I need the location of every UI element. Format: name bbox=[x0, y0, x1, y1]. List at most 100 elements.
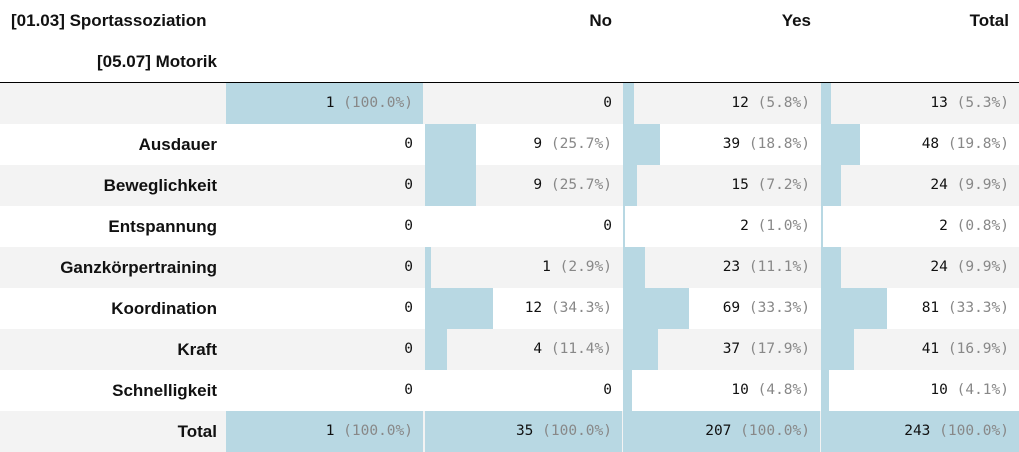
cell-bar bbox=[821, 206, 823, 247]
cell-value: 1 (100.0%) bbox=[326, 83, 413, 124]
table-cell: 4 (11.4%) bbox=[425, 329, 622, 370]
cell-value: 0 bbox=[404, 165, 413, 206]
cell-count: 24 bbox=[930, 177, 948, 193]
table-cell: 9 (25.7%) bbox=[425, 165, 622, 206]
column-header-total: Total bbox=[969, 11, 1009, 30]
table-row: 1 (100.0%) 0 12 (5.8%) 13 (5.3%) bbox=[0, 83, 1019, 124]
cell-bar bbox=[623, 329, 658, 370]
cell-bar bbox=[821, 83, 831, 124]
cell-value: 0 bbox=[404, 329, 413, 370]
table-cell: 12 (5.8%) bbox=[623, 83, 820, 124]
cell-count: 9 bbox=[533, 177, 543, 193]
row-label: Ganzkörpertraining bbox=[60, 258, 217, 277]
table-cell: 10 (4.8%) bbox=[623, 370, 820, 411]
table-cell: 2 (1.0%) bbox=[623, 206, 820, 247]
cell-bar bbox=[226, 83, 423, 124]
row-label: Kraft bbox=[177, 340, 217, 359]
cell-count: 12 bbox=[731, 95, 749, 111]
table-cell: 39 (18.8%) bbox=[623, 124, 820, 165]
table-cell: 2 (0.8%) bbox=[821, 206, 1019, 247]
col-variable-title: [05.07] Motorik bbox=[97, 52, 217, 71]
cell-count: 1 bbox=[325, 95, 335, 111]
table-cell: 0 bbox=[425, 206, 622, 247]
row-label: Schnelligkeit bbox=[112, 381, 217, 400]
table-cell: 0 bbox=[226, 165, 423, 206]
table-row: Kraft 0 4 (11.4%) 37 (17.9%) 41 (16.9%) bbox=[0, 329, 1019, 370]
cell-percent: (1.0%) bbox=[757, 218, 810, 234]
table-cell: 9 (25.7%) bbox=[425, 124, 622, 165]
table-cell: 0 bbox=[425, 370, 622, 411]
cell-count: 0 bbox=[404, 382, 413, 398]
cell-percent: (33.3%) bbox=[748, 300, 810, 316]
cell-bar bbox=[623, 165, 637, 206]
cell-bar bbox=[623, 247, 645, 288]
table-cell: 13 (5.3%) bbox=[821, 83, 1019, 124]
table-cell: 0 bbox=[226, 124, 423, 165]
cell-count: 69 bbox=[722, 300, 741, 316]
cell-count: 35 bbox=[515, 423, 534, 439]
cell-bar bbox=[623, 206, 625, 247]
cell-value: 12 (5.8%) bbox=[731, 83, 810, 124]
cell-count: 2 bbox=[740, 218, 749, 234]
cell-percent: (9.9%) bbox=[956, 177, 1009, 193]
cell-count: 0 bbox=[603, 382, 612, 398]
cell-bar bbox=[425, 329, 447, 370]
cell-bar bbox=[623, 124, 660, 165]
cell-percent: (100.0%) bbox=[939, 423, 1009, 439]
table-row: Koordination 0 12 (34.3%) 69 (33.3%) 81 (33.… bbox=[0, 288, 1019, 329]
cell-bar bbox=[821, 165, 841, 206]
cell-percent: (17.9%) bbox=[748, 341, 810, 357]
table-cell: 35 (100.0%) bbox=[425, 411, 622, 452]
cell-value: 24 (9.9%) bbox=[930, 247, 1009, 288]
table-cell: 0 bbox=[226, 329, 423, 370]
cell-count: 1 bbox=[542, 259, 551, 275]
cell-value: 10 (4.1%) bbox=[930, 370, 1009, 411]
cell-percent: (16.9%) bbox=[947, 341, 1009, 357]
row-label bbox=[0, 83, 217, 124]
table-cell: 24 (9.9%) bbox=[821, 247, 1019, 288]
cell-value: 0 bbox=[404, 370, 413, 411]
cell-value: 0 bbox=[603, 370, 612, 411]
cell-count: 15 bbox=[731, 177, 749, 193]
table-row: Total 1 (100.0%) 35 (100.0%) 207 (100.0%) 24… bbox=[0, 411, 1019, 452]
cell-percent: (11.4%) bbox=[550, 341, 612, 357]
table-cell: 0 bbox=[425, 83, 622, 124]
table-cell: 69 (33.3%) bbox=[623, 288, 820, 329]
cell-value: 9 (25.7%) bbox=[533, 165, 612, 206]
cell-value: 69 (33.3%) bbox=[723, 288, 810, 329]
cell-count: 0 bbox=[404, 177, 413, 193]
cell-bar bbox=[821, 247, 841, 288]
cell-count: 23 bbox=[722, 259, 741, 275]
cell-percent: (33.3%) bbox=[947, 300, 1009, 316]
table-cell: 243 (100.0%) bbox=[821, 411, 1019, 452]
cell-value: 12 (34.3%) bbox=[525, 288, 612, 329]
cell-bar bbox=[623, 411, 820, 452]
cell-count: 48 bbox=[921, 136, 940, 152]
cell-value: 2 (1.0%) bbox=[740, 206, 810, 247]
cell-value: 2 (0.8%) bbox=[939, 206, 1009, 247]
table-cell: 12 (34.3%) bbox=[425, 288, 622, 329]
row-variable-title: [01.03] Sportassoziation bbox=[11, 11, 207, 30]
cell-percent: (4.8%) bbox=[757, 382, 810, 398]
cell-percent: (18.8%) bbox=[748, 136, 810, 152]
cell-count: 1 bbox=[325, 423, 335, 439]
table-cell: 0 bbox=[226, 288, 423, 329]
cell-value: 10 (4.8%) bbox=[731, 370, 810, 411]
row-label: Ausdauer bbox=[138, 135, 217, 154]
cell-value: 0 bbox=[603, 206, 612, 247]
table-cell: 1 (100.0%) bbox=[226, 411, 423, 452]
cell-value: 4 (11.4%) bbox=[533, 329, 612, 370]
table-row: Schnelligkeit 0 0 10 (4.8%) 10 (4.1%) bbox=[0, 370, 1019, 411]
cell-count: 37 bbox=[722, 341, 741, 357]
cell-percent: (100.0%) bbox=[343, 423, 413, 439]
cell-count: 4 bbox=[533, 341, 543, 357]
cell-bar bbox=[425, 411, 622, 452]
cell-count: 12 bbox=[524, 300, 543, 316]
cell-bar bbox=[425, 247, 431, 288]
cell-count: 2 bbox=[939, 218, 948, 234]
cell-bar bbox=[623, 288, 689, 329]
row-label: Total bbox=[177, 422, 217, 441]
cell-count: 13 bbox=[930, 95, 948, 111]
table-cell: 0 bbox=[226, 206, 423, 247]
